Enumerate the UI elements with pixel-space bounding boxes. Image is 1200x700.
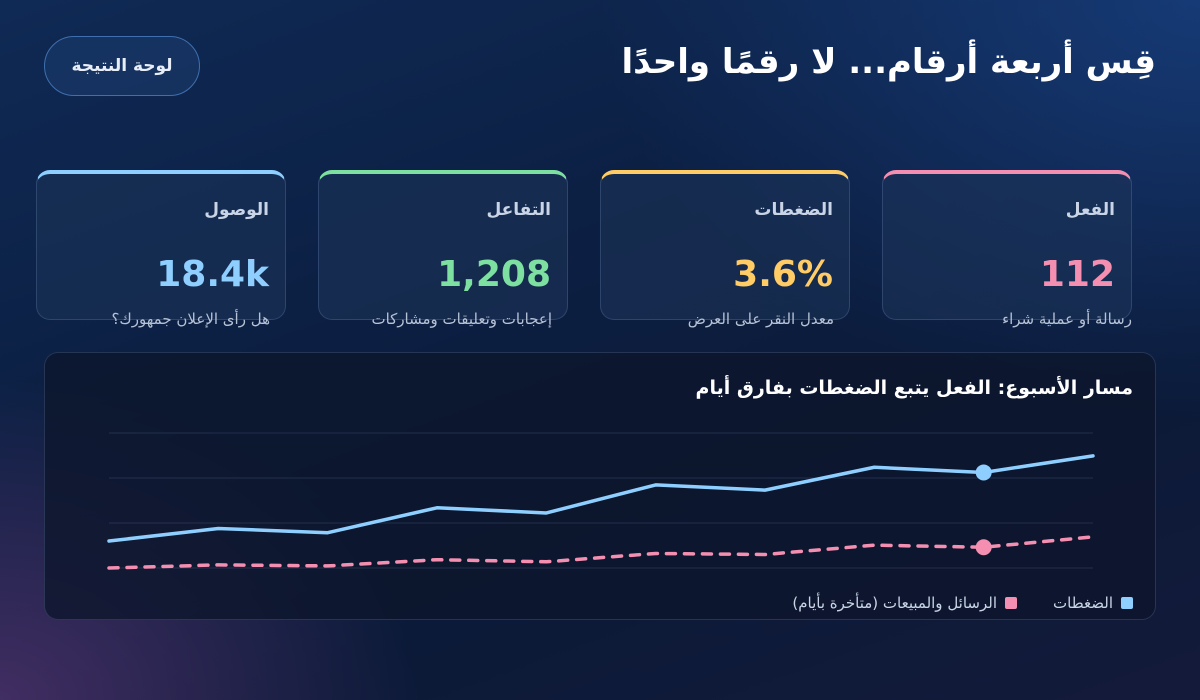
legend-swatch xyxy=(1005,597,1018,609)
kpi-card-action: الفعل 112 xyxy=(882,170,1132,320)
legend-label: الرسائل والمبيعات (متأخرة بأيام) xyxy=(792,594,998,612)
chart-panel: مسار الأسبوع: الفعل يتبع الضغطات بفارق أ… xyxy=(44,352,1156,620)
kpi-label: الضغطات xyxy=(754,200,833,220)
legend-item-sales: الرسائل والمبيعات (متأخرة بأيام) xyxy=(792,594,1018,612)
kpi-caption: رسالة أو عملية شراء xyxy=(1002,310,1132,328)
kpi-value: 3.6% xyxy=(733,254,833,295)
kpi-caption: معدل النقر على العرض xyxy=(687,310,834,328)
kpi-label: التفاعل xyxy=(486,200,551,220)
kpi-caption: إعجابات وتعليقات ومشاركات xyxy=(371,310,552,328)
kpi-value: 1,208 xyxy=(437,254,551,295)
scoreboard-button[interactable]: لوحة النتيجة xyxy=(44,36,200,96)
highlight-point xyxy=(975,539,992,556)
kpi-value: 18.4k xyxy=(156,254,269,295)
line-chart xyxy=(107,432,1095,570)
chart-title: مسار الأسبوع: الفعل يتبع الضغطات بفارق أ… xyxy=(695,377,1133,399)
kpi-card-reach: الوصول 18.4k xyxy=(36,170,286,320)
chart-legend: الضغطات الرسائل والمبيعات (متأخرة بأيام) xyxy=(792,585,1133,621)
kpi-value: 112 xyxy=(1039,254,1115,295)
legend-item-clicks: الضغطات xyxy=(1053,594,1133,612)
kpi-card-clicks: الضغطات 3.6% xyxy=(600,170,850,320)
kpi-label: الفعل xyxy=(1065,200,1115,220)
highlight-point xyxy=(975,464,992,481)
legend-label: الضغطات xyxy=(1053,594,1113,612)
page-title: قِس أربعة أرقام... لا رقمًا واحدًا xyxy=(621,42,1156,82)
kpi-caption: هل رأى الإعلان جمهورك؟ xyxy=(111,310,270,328)
series-line-1 xyxy=(107,535,1095,570)
kpi-card-engagement: التفاعل 1,208 xyxy=(318,170,568,320)
series-line-0 xyxy=(107,454,1095,543)
kpi-label: الوصول xyxy=(204,200,269,220)
legend-swatch xyxy=(1121,597,1133,609)
